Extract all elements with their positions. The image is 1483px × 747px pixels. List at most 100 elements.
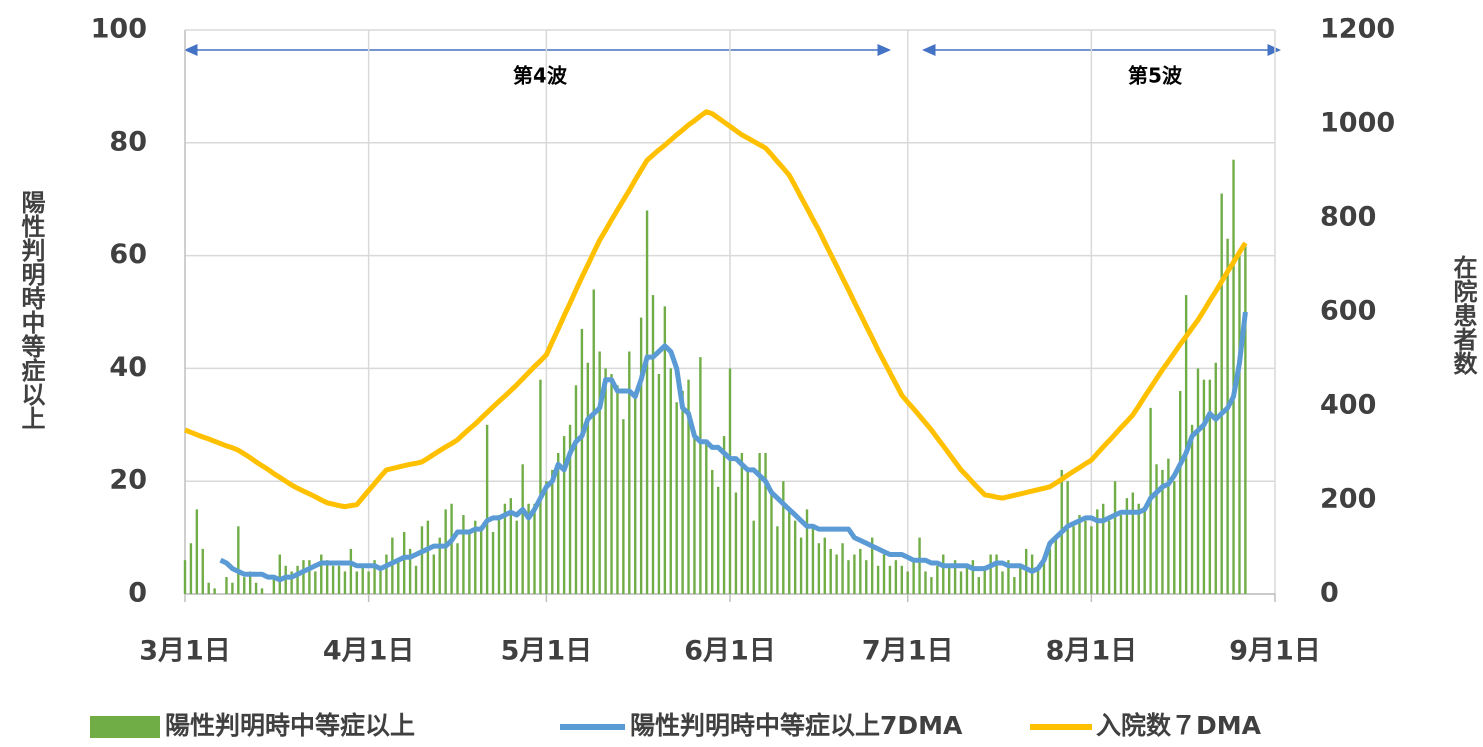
bar [604,368,607,594]
bar [829,548,832,594]
bar [1232,159,1235,594]
bar [574,385,578,594]
bar [545,481,548,594]
bar [716,486,720,594]
bar [841,543,844,594]
bar [551,469,554,594]
bar [438,537,441,594]
bar [260,588,264,594]
bar [456,543,459,594]
bar [349,548,353,594]
bar [805,509,809,594]
bar [1013,577,1016,594]
bar [485,424,489,594]
bar [337,565,341,594]
x-tick-label: 3月1日 [139,636,231,667]
bar [1179,390,1182,594]
bar [882,554,886,594]
bar [876,565,880,594]
bar [865,560,868,594]
y2-tick-label: 400 [1320,390,1376,421]
bar [284,565,287,594]
bar [645,210,649,595]
bar [402,531,406,594]
bar [213,588,216,594]
y-tick-label: 80 [109,126,147,157]
bar [308,560,311,594]
bar [290,571,293,594]
bar [1190,424,1194,594]
bar [764,453,767,594]
bar [527,503,530,594]
legend-label: 陽性判明時中等症以上7DMA [630,711,963,740]
bar [189,543,193,594]
bar [989,554,992,594]
y2-tick-label: 1200 [1320,14,1395,45]
x-tick-label: 9月1日 [1229,636,1321,667]
bar [977,577,981,594]
bar [568,424,572,594]
bar [1090,526,1093,594]
bar [1024,548,1028,594]
bar [474,520,477,594]
bar [983,565,986,594]
bar [681,390,684,594]
bar [331,565,335,594]
bar [278,554,281,594]
bar [491,531,495,594]
bar [248,571,252,594]
bar [711,469,714,594]
bar [1019,565,1022,594]
bar [900,565,903,594]
x-tick-label: 8月1日 [1046,636,1138,667]
bar [183,560,187,594]
bar [1030,554,1034,594]
bar [1244,244,1247,594]
bar [782,481,785,594]
bar [1066,481,1069,594]
bar [965,565,969,594]
bar [669,368,672,594]
x-tick-label: 6月1日 [684,636,776,667]
bar [799,537,803,594]
bar [971,560,975,594]
bar [894,560,898,594]
bar [1007,560,1010,594]
bar [562,436,566,594]
y-tick-label: 40 [109,352,147,383]
bar [740,453,744,594]
bar [906,571,909,594]
bar [734,492,738,594]
bar [397,560,400,594]
bar [663,306,667,594]
bar [722,436,726,594]
bar [752,520,755,594]
bar [1131,492,1135,594]
bar [195,509,199,594]
bar [930,577,933,594]
bar [912,560,915,594]
bar [634,396,637,594]
bar [432,554,436,594]
bar [788,509,791,594]
y-tick-label: 60 [109,239,147,270]
annotation: 第4波 [513,64,568,88]
y2-tick-label: 600 [1320,296,1376,327]
bar [918,537,921,594]
bar [462,515,465,594]
bar [776,526,779,594]
line [184,109,1248,510]
bar [1167,458,1170,594]
bar [811,526,815,594]
bar [391,537,394,594]
bar [953,560,957,594]
bar [1042,560,1046,594]
bar [450,503,453,594]
bar [1196,368,1200,594]
bar [870,537,874,594]
bar [355,571,358,594]
bar [515,520,518,594]
bar [1036,565,1040,594]
bar [1214,362,1217,594]
